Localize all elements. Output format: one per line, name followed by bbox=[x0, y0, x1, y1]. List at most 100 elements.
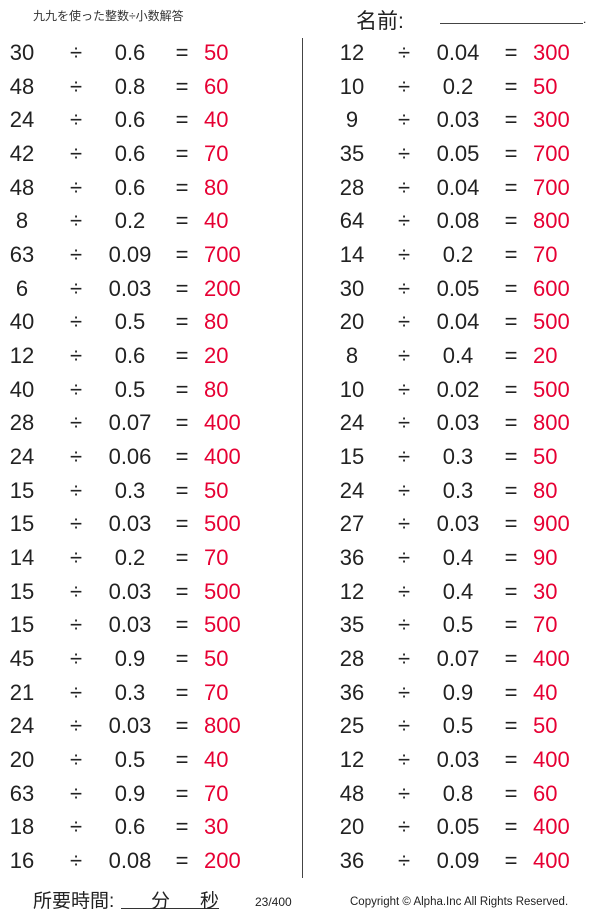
divide-sign: ÷ bbox=[69, 444, 83, 470]
dividend: 30 bbox=[9, 40, 35, 65]
problem-row: 48 ÷ 0.6 = 80 bbox=[0, 173, 600, 203]
divide-sign: ÷ bbox=[397, 444, 411, 470]
divide-sign: ÷ bbox=[69, 814, 83, 840]
answer: 50 bbox=[204, 40, 229, 65]
divide-sign: ÷ bbox=[397, 814, 411, 840]
problem-row: 48 ÷ 0.8 = 60 bbox=[0, 779, 600, 809]
divisor: 0.09 bbox=[436, 848, 480, 874]
problem-row: 12 ÷ 0.6 = 20 bbox=[0, 341, 600, 371]
divisor: 0.07 bbox=[436, 646, 480, 672]
column-divider bbox=[302, 38, 303, 878]
equals-sign: = bbox=[175, 410, 189, 436]
problem-row: 24 ÷ 0.06 = 400 bbox=[0, 442, 600, 472]
divisor: 0.03 bbox=[436, 410, 480, 436]
equals-sign: = bbox=[175, 780, 189, 806]
equals-sign: = bbox=[504, 612, 518, 638]
equals-sign: = bbox=[504, 208, 518, 234]
divisor: 0.4 bbox=[442, 545, 474, 571]
divisor: 0.05 bbox=[436, 814, 480, 840]
equals-sign: = bbox=[504, 511, 518, 537]
divide-sign: ÷ bbox=[397, 545, 411, 571]
problem-row: 40 ÷ 0.5 = 80 bbox=[0, 307, 600, 337]
divide-sign: ÷ bbox=[69, 612, 83, 638]
dividend: 20 bbox=[9, 747, 35, 773]
equals-sign: = bbox=[504, 679, 518, 705]
equals-sign: = bbox=[175, 444, 189, 470]
divisor: 0.04 bbox=[436, 309, 480, 335]
answer: 800 bbox=[533, 208, 570, 234]
problem-row: 24 ÷ 0.03 = 800 bbox=[0, 408, 600, 438]
dividend: 15 bbox=[9, 477, 35, 503]
problem-row: 14 ÷ 0.2 = 70 bbox=[0, 240, 600, 270]
divisor: 0.2 bbox=[442, 242, 474, 268]
equals-sign: = bbox=[504, 242, 518, 268]
answer: 30 bbox=[204, 814, 229, 840]
dividend: 36 bbox=[339, 679, 365, 705]
dividend: 24 bbox=[9, 444, 35, 470]
answer: 60 bbox=[533, 780, 558, 806]
problem-row: 15 ÷ 0.3 = 50 bbox=[0, 442, 600, 472]
divisor: 0.6 bbox=[114, 174, 146, 200]
divide-sign: ÷ bbox=[397, 107, 411, 133]
divisor: 0.04 bbox=[436, 40, 480, 65]
divisor: 0.3 bbox=[114, 477, 146, 503]
problem-row: 14 ÷ 0.2 = 70 bbox=[0, 543, 600, 573]
dividend: 12 bbox=[9, 343, 35, 369]
equals-sign: = bbox=[175, 679, 189, 705]
problem-row: 10 ÷ 0.02 = 500 bbox=[0, 375, 600, 405]
answer: 400 bbox=[204, 444, 241, 470]
divisor: 0.3 bbox=[442, 444, 474, 470]
problem-row: 28 ÷ 0.07 = 400 bbox=[0, 408, 600, 438]
answer: 50 bbox=[533, 73, 558, 99]
answer: 70 bbox=[533, 242, 558, 268]
dividend: 15 bbox=[339, 444, 365, 470]
answer: 70 bbox=[204, 780, 229, 806]
equals-sign: = bbox=[175, 73, 189, 99]
answer: 70 bbox=[204, 679, 229, 705]
equals-sign: = bbox=[504, 343, 518, 369]
divide-sign: ÷ bbox=[397, 174, 411, 200]
divide-sign: ÷ bbox=[69, 376, 83, 402]
problem-row: 24 ÷ 0.6 = 40 bbox=[0, 105, 600, 135]
answer: 300 bbox=[533, 40, 570, 65]
problem-row: 48 ÷ 0.8 = 60 bbox=[0, 72, 600, 102]
dividend: 15 bbox=[9, 578, 35, 604]
answer: 20 bbox=[533, 343, 558, 369]
dividend: 40 bbox=[9, 309, 35, 335]
divide-sign: ÷ bbox=[69, 578, 83, 604]
divisor: 0.03 bbox=[436, 747, 480, 773]
dividend: 63 bbox=[9, 780, 35, 806]
equals-sign: = bbox=[504, 713, 518, 739]
dividend: 25 bbox=[339, 713, 365, 739]
dividend: 24 bbox=[339, 477, 365, 503]
answer: 600 bbox=[533, 275, 570, 301]
divisor: 0.5 bbox=[114, 309, 146, 335]
divide-sign: ÷ bbox=[69, 309, 83, 335]
problem-row: 64 ÷ 0.08 = 800 bbox=[0, 206, 600, 236]
divisor: 0.05 bbox=[436, 275, 480, 301]
divide-sign: ÷ bbox=[397, 73, 411, 99]
equals-sign: = bbox=[504, 780, 518, 806]
dividend: 9 bbox=[345, 107, 359, 133]
problem-row: 15 ÷ 0.03 = 500 bbox=[0, 577, 600, 607]
answer: 700 bbox=[204, 242, 241, 268]
problem-row: 8 ÷ 0.2 = 40 bbox=[0, 206, 600, 236]
problem-row: 28 ÷ 0.04 = 700 bbox=[0, 173, 600, 203]
divide-sign: ÷ bbox=[397, 612, 411, 638]
divide-sign: ÷ bbox=[69, 242, 83, 268]
equals-sign: = bbox=[175, 242, 189, 268]
answer: 90 bbox=[533, 545, 558, 571]
divisor: 0.02 bbox=[436, 376, 480, 402]
divide-sign: ÷ bbox=[69, 343, 83, 369]
answer: 80 bbox=[204, 376, 229, 402]
divisor: 0.5 bbox=[442, 612, 474, 638]
equals-sign: = bbox=[175, 107, 189, 133]
divisor: 0.6 bbox=[114, 141, 146, 166]
dividend: 28 bbox=[9, 410, 35, 436]
problem-row: 9 ÷ 0.03 = 300 bbox=[0, 105, 600, 135]
problem-row: 12 ÷ 0.03 = 400 bbox=[0, 745, 600, 775]
answer: 500 bbox=[204, 578, 241, 604]
divide-sign: ÷ bbox=[69, 848, 83, 874]
divide-sign: ÷ bbox=[69, 73, 83, 99]
